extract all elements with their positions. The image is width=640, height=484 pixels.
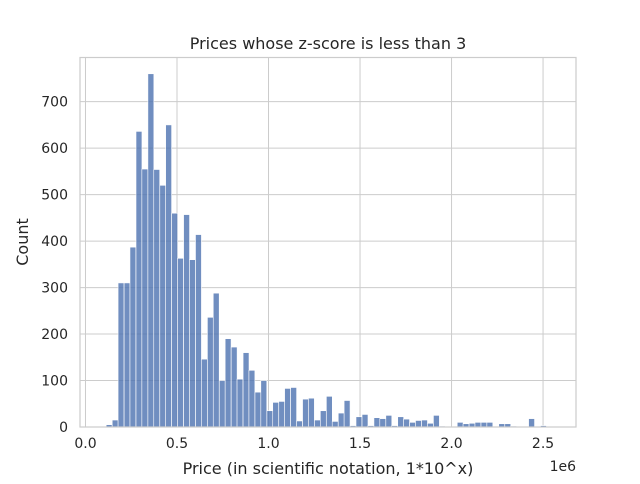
histogram-bar (207, 317, 213, 427)
histogram-bar (303, 399, 309, 427)
histogram-bar (189, 260, 195, 427)
histogram-bar (118, 283, 124, 427)
y-axis-label: Count (13, 218, 32, 266)
histogram-bar (380, 419, 386, 427)
histogram-bar (338, 413, 344, 427)
x-tick-label: 2.5 (532, 436, 554, 452)
histogram-bar (291, 387, 297, 427)
histogram-bar (386, 415, 392, 427)
histogram-bar (279, 401, 285, 427)
histogram-bar (285, 388, 291, 427)
y-tick-label: 0 (59, 420, 68, 436)
histogram-bar (231, 347, 237, 427)
histogram-bar (308, 398, 314, 427)
histogram-bar (195, 235, 201, 427)
y-axis-ticks: 0 100 200 300 400 500 600 700 (41, 95, 68, 436)
x-tick-label: 2.0 (440, 436, 462, 452)
histogram-bar (475, 422, 481, 427)
y-tick-label: 700 (41, 95, 68, 111)
histogram-bar (529, 419, 535, 427)
histogram-bar (243, 353, 249, 427)
x-tick-label: 1.0 (257, 436, 279, 452)
histogram-bar (398, 417, 404, 427)
histogram-bar (481, 422, 487, 427)
histogram-bar (332, 421, 338, 427)
chart-title: Prices whose z-score is less than 3 (190, 34, 467, 53)
histogram-bar (166, 125, 172, 427)
y-tick-label: 400 (41, 234, 68, 250)
histogram-bar (457, 422, 463, 427)
histogram-bar (213, 293, 219, 427)
x-axis-offset-label: 1e6 (550, 459, 577, 475)
histogram-bar (237, 379, 243, 427)
x-tick-label: 0.5 (166, 436, 188, 452)
histogram-bar (124, 283, 130, 427)
histogram-bars (106, 74, 546, 427)
histogram-bar (201, 359, 207, 427)
histogram-bar (255, 392, 261, 427)
histogram-bar (130, 247, 136, 427)
histogram-bar (136, 131, 142, 427)
histogram-bar (184, 215, 190, 427)
histogram-bar (404, 419, 410, 427)
histogram-bar (297, 421, 303, 427)
histogram-bar (112, 420, 118, 427)
histogram-bar (219, 381, 225, 427)
histogram-bar (148, 74, 154, 427)
histogram-bar (415, 420, 421, 427)
y-tick-label: 100 (41, 374, 68, 390)
histogram-bar (249, 370, 255, 427)
histogram-bar (374, 418, 380, 427)
x-axis-label: Price (in scientific notation, 1*10^x) (183, 459, 474, 478)
histogram-bar (178, 258, 184, 427)
histogram-bar (273, 402, 279, 427)
y-tick-label: 500 (41, 188, 68, 204)
histogram-bar (172, 213, 178, 427)
histogram-bar (314, 420, 320, 427)
histogram-bar (344, 401, 350, 427)
histogram-bar (225, 339, 231, 427)
histogram-bar (160, 185, 166, 427)
y-tick-label: 200 (41, 327, 68, 343)
x-tick-label: 0.0 (74, 436, 96, 452)
y-tick-label: 600 (41, 141, 68, 157)
histogram-bar (362, 414, 368, 427)
histogram-bar (433, 415, 439, 427)
histogram-bar (142, 169, 148, 427)
histogram-bar (267, 411, 273, 427)
x-tick-label: 1.5 (349, 436, 371, 452)
histogram-bar (326, 396, 332, 427)
histogram-bar (154, 170, 160, 427)
histogram-bar (356, 417, 362, 427)
histogram-bar (410, 422, 416, 427)
histogram-bar (487, 422, 493, 427)
histogram-bar (261, 381, 267, 427)
histogram-bar (320, 411, 326, 427)
y-tick-label: 300 (41, 281, 68, 297)
histogram-bar (422, 420, 428, 427)
x-axis-ticks: 0.0 0.5 1.0 1.5 2.0 2.5 (74, 436, 554, 452)
